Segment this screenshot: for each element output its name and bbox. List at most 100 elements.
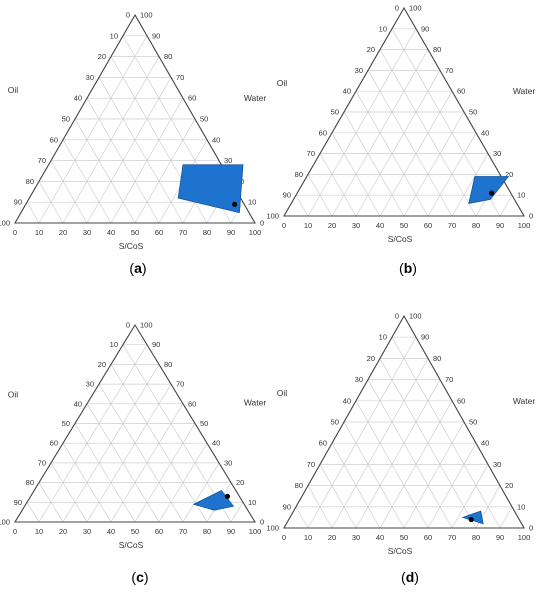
panel-caption: (d)	[401, 569, 419, 585]
scos-tick-label: 100	[518, 221, 531, 230]
water-tick-label: 70	[445, 375, 453, 384]
caption-close: )	[142, 260, 147, 276]
scos-tick-label: 100	[249, 527, 262, 536]
oil-tick-label: 70	[38, 156, 46, 165]
caption-letter: a	[134, 260, 142, 276]
oil-tick-label: 90	[14, 498, 22, 507]
scos-tick-label: 10	[35, 228, 43, 237]
scos-tick-label: 20	[328, 221, 336, 230]
oil-tick-label: 0	[395, 312, 399, 321]
scos-tick-label: 30	[352, 221, 360, 230]
grid-line	[355, 379, 441, 529]
water-axis-label: Water	[513, 86, 536, 96]
scos-tick-label: 100	[249, 228, 262, 237]
oil-tick-label: 80	[295, 481, 303, 490]
grid-line	[331, 443, 381, 529]
water-tick-label: 20	[236, 478, 244, 487]
water-axis-label: Water	[244, 398, 267, 408]
scos-tick-label: 80	[472, 221, 480, 230]
grid-line	[367, 70, 453, 217]
scos-tick-label: 90	[496, 533, 504, 542]
oil-tick-label: 50	[62, 115, 70, 124]
grid-line	[50, 462, 88, 523]
scos-tick-label: 80	[472, 533, 480, 542]
oil-tick-label: 10	[379, 24, 387, 33]
scos-tick-label: 20	[59, 527, 67, 536]
oil-axis-label: Oil	[8, 85, 19, 95]
grid-line	[134, 118, 196, 224]
water-tick-label: 90	[152, 31, 160, 40]
grid-line	[319, 464, 357, 529]
water-tick-label: 60	[188, 399, 196, 408]
grid-line	[343, 421, 405, 529]
scos-tick-label: 70	[448, 533, 456, 542]
oil-tick-label: 60	[319, 128, 327, 137]
oil-tick-label: 90	[283, 191, 291, 200]
water-tick-label: 100	[140, 321, 153, 330]
scos-axis-label: S/CoS	[119, 241, 144, 251]
scos-tick-label: 10	[35, 527, 43, 536]
grid-line	[319, 153, 357, 217]
grid-line	[230, 502, 244, 523]
scos-tick-label: 30	[83, 527, 91, 536]
scos-tick-label: 60	[155, 527, 163, 536]
scos-tick-label: 30	[352, 533, 360, 542]
oil-tick-label: 40	[343, 87, 351, 96]
grid-line	[158, 443, 208, 523]
grid-line	[355, 70, 441, 217]
scos-axis-ticks: 0 10 20 30 40 50 60 70 80 90 100	[282, 533, 530, 542]
microemulsion-region	[468, 176, 510, 205]
water-tick-label: 80	[164, 360, 172, 369]
water-tick-label: 40	[212, 135, 220, 144]
grid-line	[38, 181, 64, 224]
caption-letter: d	[406, 569, 415, 585]
scos-tick-label: 50	[400, 533, 408, 542]
grid-line	[343, 111, 405, 217]
water-tick-label: 70	[176, 380, 184, 389]
scos-tick-label: 100	[518, 533, 531, 542]
oil-axis-ticks: 0 10 20 30 40 50 60 70 80 90 100	[266, 312, 399, 533]
oil-tick-label: 100	[0, 219, 10, 228]
water-axis-ticks: 0 10 20 30 40 50 60 70 80 90 100	[409, 312, 533, 533]
oil-tick-label: 100	[0, 518, 10, 527]
water-tick-label: 80	[433, 45, 441, 54]
microemulsion-region	[177, 164, 244, 214]
caption-open: (	[129, 260, 134, 276]
grid-line	[499, 195, 513, 217]
water-tick-label: 60	[457, 87, 465, 96]
oil-tick-label: 0	[126, 321, 130, 330]
grid-line	[295, 195, 309, 217]
oil-tick-label: 40	[343, 396, 351, 405]
oil-tick-label: 20	[367, 45, 375, 54]
caption-letter: b	[404, 260, 413, 276]
grid-line	[86, 77, 172, 224]
oil-tick-label: 30	[355, 66, 363, 75]
grid-lines	[295, 28, 513, 217]
water-tick-label: 20	[505, 170, 513, 179]
oil-tick-label: 30	[355, 375, 363, 384]
grid-line	[122, 344, 232, 523]
oil-tick-label: 70	[307, 149, 315, 158]
grid-line	[427, 132, 477, 217]
triangle-frame	[283, 6, 525, 217]
scos-tick-label: 90	[496, 221, 504, 230]
scos-axis-ticks: 0 10 20 30 40 50 60 70 80 90 100	[13, 527, 261, 536]
scos-tick-label: 10	[304, 533, 312, 542]
scos-tick-label: 50	[400, 221, 408, 230]
oil-tick-label: 80	[295, 170, 303, 179]
oil-tick-label: 30	[86, 380, 94, 389]
grid-line	[307, 174, 333, 217]
oil-tick-label: 60	[50, 135, 58, 144]
oil-axis-ticks: 0 10 20 30 40 50 60 70 80 90 100	[266, 4, 399, 221]
oil-axis-ticks: 0 10 20 30 40 50 60 70 80 90 100	[0, 321, 130, 527]
grid-lines	[295, 336, 513, 529]
water-tick-label: 30	[224, 458, 232, 467]
water-tick-label: 100	[409, 312, 422, 321]
water-tick-label: 50	[469, 108, 477, 117]
oil-tick-label: 70	[307, 460, 315, 469]
scos-axis-label: S/CoS	[119, 540, 144, 550]
water-tick-label: 90	[152, 340, 160, 349]
water-tick-label: 40	[212, 439, 220, 448]
water-tick-label: 40	[481, 439, 489, 448]
